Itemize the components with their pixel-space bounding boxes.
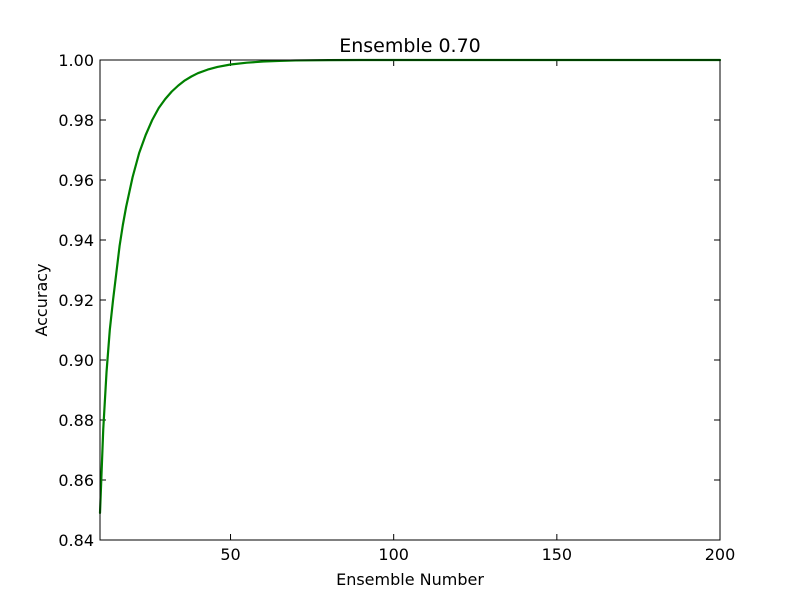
y-tick-label: 0.94 [58,231,94,250]
y-tick-label: 0.84 [58,531,94,550]
y-tick-label: 0.92 [58,291,94,310]
x-axis-label: Ensemble Number [336,570,484,589]
plot-area [100,60,720,540]
y-tick-label: 0.98 [58,111,94,130]
chart-title: Ensemble 0.70 [339,35,481,57]
y-axis-label: Accuracy [32,263,51,336]
y-tick-label: 0.88 [58,411,94,430]
y-tick-label: 0.96 [58,171,94,190]
y-tick-label: 0.90 [58,351,94,370]
y-tick-label: 0.86 [58,471,94,490]
plot-frame [99,59,721,541]
axis-ticks: 50 100 150 200 0.84 0.86 0.88 0.90 0.92 0.94 0.96 0… [58,51,735,564]
x-tick-label: 200 [705,545,736,564]
x-tick-label: 50 [220,545,240,564]
x-tick-label: 150 [542,545,573,564]
x-tick-label: 100 [378,545,409,564]
y-tick-label: 1.00 [58,51,94,70]
